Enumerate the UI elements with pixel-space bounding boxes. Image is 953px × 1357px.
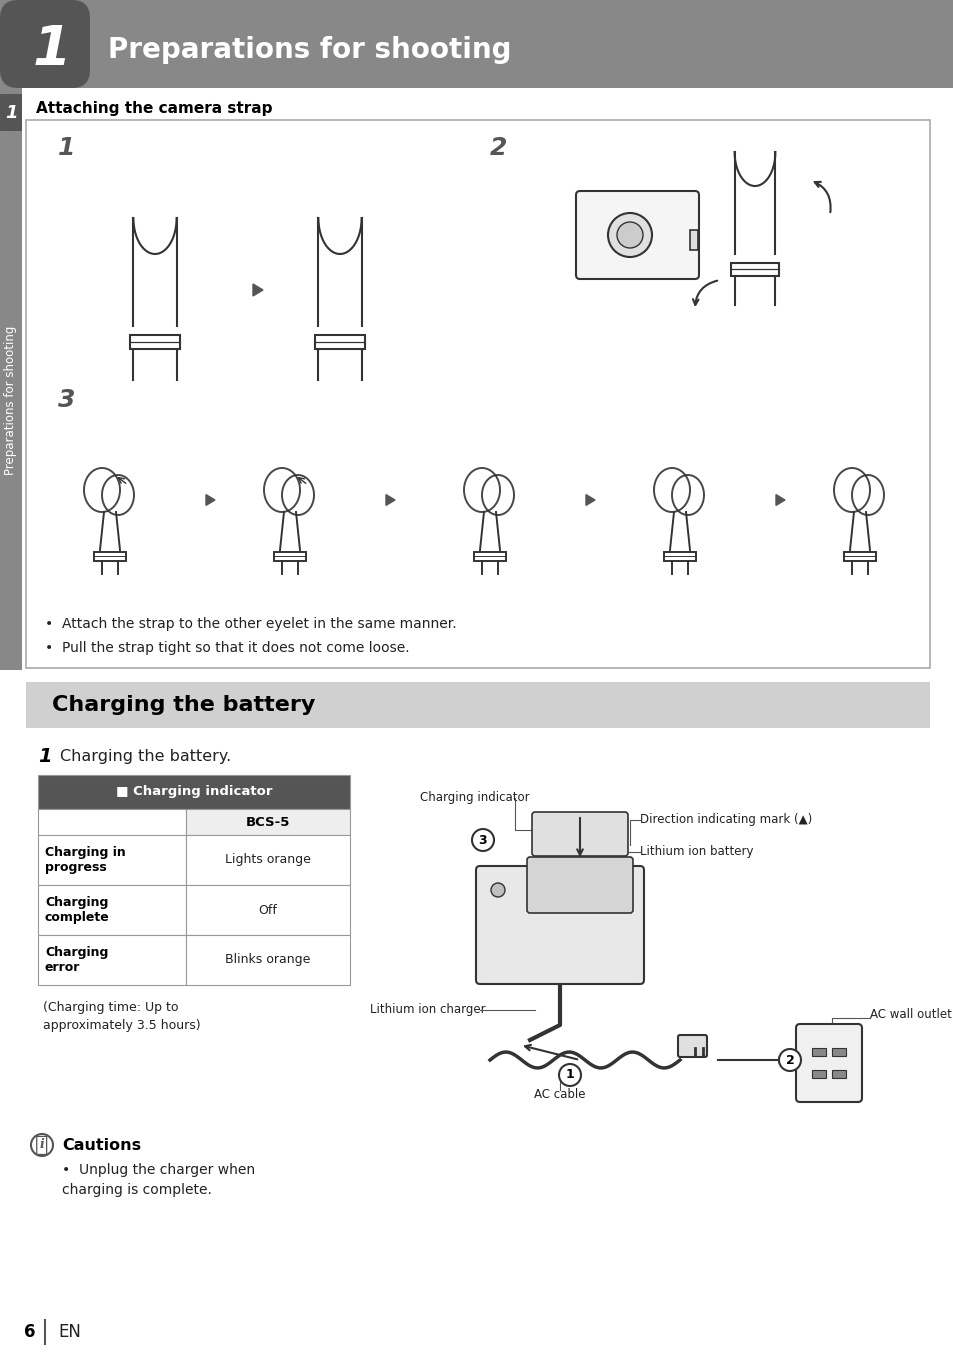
FancyBboxPatch shape: [795, 1025, 862, 1102]
Text: Attaching the camera strap: Attaching the camera strap: [36, 100, 273, 115]
Polygon shape: [775, 494, 784, 505]
Text: Charging the battery: Charging the battery: [52, 695, 315, 715]
Text: ⓘ: ⓘ: [35, 1134, 49, 1155]
Text: 3: 3: [58, 388, 75, 413]
Text: •  Unplug the charger when
charging is complete.: • Unplug the charger when charging is co…: [62, 1163, 254, 1197]
Bar: [811, 1048, 825, 1056]
Text: Charging indicator: Charging indicator: [419, 791, 529, 805]
Text: Blinks orange: Blinks orange: [225, 954, 311, 966]
FancyBboxPatch shape: [526, 858, 633, 913]
FancyBboxPatch shape: [476, 866, 643, 984]
FancyBboxPatch shape: [0, 0, 90, 88]
Circle shape: [30, 1134, 53, 1156]
Circle shape: [779, 1049, 801, 1071]
Bar: [26, 683, 929, 727]
Circle shape: [617, 223, 642, 248]
Text: 1: 1: [32, 23, 71, 77]
Text: Preparations for shooting: Preparations for shooting: [5, 326, 17, 475]
Text: EN: EN: [58, 1323, 81, 1341]
Text: i: i: [40, 1139, 45, 1152]
Text: BCS-5: BCS-5: [246, 816, 290, 829]
Text: Direction indicating mark (▲): Direction indicating mark (▲): [639, 813, 811, 826]
Text: 3: 3: [478, 833, 487, 847]
Bar: [843, 552, 875, 560]
Text: Cautions: Cautions: [62, 1137, 141, 1152]
Text: AC cable: AC cable: [534, 1088, 585, 1102]
Circle shape: [472, 829, 494, 851]
Bar: [831, 1071, 845, 1077]
Circle shape: [607, 213, 651, 256]
Polygon shape: [386, 494, 395, 505]
Polygon shape: [585, 494, 595, 505]
Bar: [831, 1048, 845, 1056]
Text: Charging in
progress: Charging in progress: [45, 845, 126, 874]
Bar: [474, 552, 505, 560]
Bar: [38, 835, 186, 885]
Bar: [130, 335, 180, 349]
Text: Lights orange: Lights orange: [225, 854, 311, 867]
Bar: [186, 935, 350, 985]
Bar: [186, 809, 350, 835]
Text: 1: 1: [58, 136, 75, 160]
Text: 1: 1: [565, 1068, 574, 1082]
Text: Lithium ion charger: Lithium ion charger: [370, 1003, 485, 1016]
Text: Charging the battery.: Charging the battery.: [60, 749, 231, 764]
Bar: [38, 775, 350, 809]
Circle shape: [491, 883, 504, 897]
Polygon shape: [206, 494, 214, 505]
Text: Lithium ion battery: Lithium ion battery: [639, 845, 753, 859]
Bar: [0, 88, 22, 670]
Text: 1: 1: [5, 104, 17, 122]
Bar: [186, 885, 350, 935]
Bar: [186, 835, 350, 885]
FancyBboxPatch shape: [576, 191, 699, 280]
Bar: [0, 0, 953, 88]
Bar: [663, 552, 696, 560]
Bar: [38, 935, 186, 985]
Bar: [38, 885, 186, 935]
Text: 2: 2: [490, 136, 507, 160]
Text: 1: 1: [38, 746, 51, 765]
FancyBboxPatch shape: [0, 94, 22, 132]
Circle shape: [558, 1064, 580, 1086]
Text: (Charging time: Up to
approximately 3.5 hours): (Charging time: Up to approximately 3.5 …: [43, 1001, 200, 1033]
Text: 6: 6: [24, 1323, 35, 1341]
Text: •  Attach the strap to the other eyelet in the same manner.: • Attach the strap to the other eyelet i…: [45, 617, 456, 631]
Text: ■ Charging indicator: ■ Charging indicator: [115, 786, 272, 798]
Bar: [26, 119, 929, 668]
Bar: [94, 552, 126, 560]
FancyBboxPatch shape: [678, 1035, 706, 1057]
Bar: [689, 229, 698, 250]
Text: •  Pull the strap tight so that it does not come loose.: • Pull the strap tight so that it does n…: [45, 641, 409, 655]
Text: Charging
error: Charging error: [45, 946, 109, 974]
Bar: [274, 552, 306, 560]
Polygon shape: [253, 284, 263, 296]
Text: 2: 2: [785, 1053, 794, 1067]
Bar: [730, 262, 778, 275]
Text: AC wall outlet: AC wall outlet: [869, 1008, 951, 1022]
Bar: [314, 335, 365, 349]
Text: Off: Off: [258, 904, 277, 916]
Bar: [811, 1071, 825, 1077]
Bar: [38, 809, 186, 835]
Text: Preparations for shooting: Preparations for shooting: [108, 37, 511, 64]
Text: Charging
complete: Charging complete: [45, 896, 110, 924]
FancyBboxPatch shape: [532, 811, 627, 856]
